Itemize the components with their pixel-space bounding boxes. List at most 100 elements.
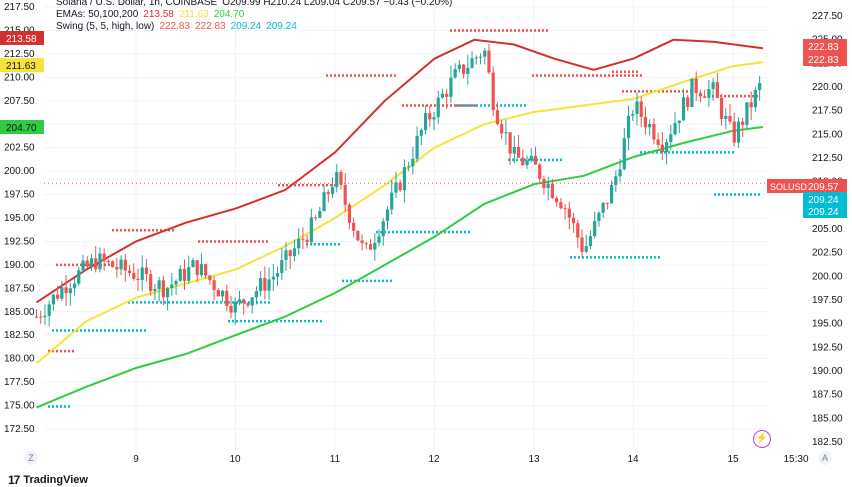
candle-up bbox=[648, 123, 652, 128]
candle-down bbox=[136, 278, 140, 280]
candle-up bbox=[711, 82, 715, 90]
candle-up bbox=[165, 288, 170, 298]
candle-up bbox=[423, 113, 428, 131]
x-tick-label: 15:30 bbox=[783, 454, 808, 465]
candle-down bbox=[445, 93, 449, 97]
left-price-tag bbox=[0, 30, 44, 45]
candle-up bbox=[525, 160, 529, 166]
left-price-tag-label: 211.63 bbox=[6, 61, 36, 72]
timezone-button[interactable]: Z bbox=[24, 451, 38, 465]
y-tick-label-right: 185.00 bbox=[812, 413, 843, 424]
candle-down bbox=[580, 237, 584, 252]
candle-up bbox=[466, 67, 470, 74]
auto-scale-button[interactable]: A bbox=[818, 451, 832, 465]
candle-up bbox=[440, 93, 445, 98]
candle-up bbox=[635, 101, 639, 115]
candle-up bbox=[411, 158, 415, 167]
y-tick-label-left: 172.50 bbox=[4, 424, 35, 435]
y-tick-label-left: 185.00 bbox=[4, 307, 35, 318]
left-price-tag-label: 213.58 bbox=[6, 34, 37, 45]
candle-down bbox=[533, 155, 538, 165]
x-tick-label: 10 bbox=[229, 454, 241, 465]
x-tick-label: 13 bbox=[528, 454, 540, 465]
flash-icon[interactable]: ⚡ bbox=[753, 430, 771, 448]
candle-down bbox=[563, 208, 567, 210]
y-tick-label-left: 200.00 bbox=[4, 166, 35, 177]
candle-up bbox=[330, 187, 335, 194]
candle-down bbox=[698, 93, 703, 97]
chart-legend: Solana / U.S. Dollar, 1h, COINBASE O209.9… bbox=[56, 0, 452, 33]
candle-down bbox=[660, 144, 664, 152]
legend-swing-4: 209.24 bbox=[266, 21, 297, 32]
candle-down bbox=[216, 289, 220, 297]
candle-down bbox=[741, 121, 745, 125]
candle-up bbox=[280, 259, 284, 274]
candle-up bbox=[377, 236, 381, 243]
candle-down bbox=[576, 223, 580, 238]
y-tick-label-left: 215.00 bbox=[4, 25, 35, 36]
candle-up bbox=[178, 268, 182, 281]
legend-emas-label: EMAs: 50,100,200 bbox=[56, 9, 139, 20]
candle-down bbox=[728, 115, 732, 122]
left-price-tag bbox=[0, 58, 44, 73]
left-price-tag-label: 204.70 bbox=[6, 123, 37, 134]
y-tick-label-right: 205.00 bbox=[812, 224, 843, 235]
y-tick-label-left: 210.00 bbox=[4, 72, 35, 83]
candle-down bbox=[715, 82, 719, 98]
candle-down bbox=[559, 202, 563, 209]
candle-down bbox=[111, 261, 115, 268]
candle-down bbox=[360, 240, 364, 244]
candle-up bbox=[449, 77, 453, 97]
candle-up bbox=[250, 297, 254, 306]
candle-down bbox=[516, 146, 521, 158]
candle-up bbox=[191, 260, 195, 268]
candle-down bbox=[149, 274, 153, 292]
candle-up bbox=[309, 217, 313, 243]
candle-down bbox=[102, 253, 106, 261]
candle-down bbox=[542, 178, 546, 189]
candle-down bbox=[288, 250, 292, 257]
candle-down bbox=[313, 217, 318, 219]
candle-down bbox=[182, 268, 187, 281]
candle-down bbox=[326, 192, 330, 194]
candle-up bbox=[478, 56, 483, 58]
candle-down bbox=[339, 172, 343, 185]
candle-up bbox=[170, 284, 174, 289]
candle-up bbox=[753, 90, 757, 108]
candle-up bbox=[157, 280, 161, 290]
candle-down bbox=[106, 260, 110, 262]
right-price-tag-label: 209.24 bbox=[808, 207, 839, 218]
candle-down bbox=[550, 183, 555, 199]
candle-up bbox=[394, 182, 398, 193]
candle-down bbox=[356, 230, 360, 241]
candle-down bbox=[732, 121, 736, 143]
candle-up bbox=[390, 192, 394, 210]
y-tick-label-right: 220.00 bbox=[812, 82, 843, 93]
candle-up bbox=[318, 210, 322, 218]
legend-swing-3: 209.24 bbox=[230, 21, 262, 32]
candle-up bbox=[618, 169, 622, 177]
candle-up bbox=[453, 69, 457, 78]
candle-down bbox=[115, 267, 119, 270]
y-tick-label-left: 217.50 bbox=[4, 2, 35, 13]
tradingview-logo: 17 bbox=[8, 473, 20, 487]
candle-up bbox=[259, 277, 263, 292]
candle-up bbox=[275, 273, 280, 277]
candle-down bbox=[749, 102, 753, 108]
candle-down bbox=[64, 287, 68, 294]
y-tick-label-right: 212.50 bbox=[812, 153, 843, 164]
candle-up bbox=[631, 114, 635, 116]
candle-up bbox=[593, 220, 597, 237]
candle-up bbox=[77, 270, 81, 284]
tradingview-brand[interactable]: 17 TradingView bbox=[8, 473, 88, 487]
candle-down bbox=[212, 280, 216, 290]
right-price-tag-label: 209.57 bbox=[808, 182, 839, 193]
candle-down bbox=[208, 275, 212, 281]
candle-down bbox=[703, 96, 707, 98]
legend-swing-label: Swing (5, 5, high, low) bbox=[56, 21, 155, 32]
candle-down bbox=[56, 294, 60, 299]
candle-down bbox=[204, 264, 208, 276]
candle-up bbox=[187, 267, 191, 281]
candle-down bbox=[195, 260, 199, 276]
